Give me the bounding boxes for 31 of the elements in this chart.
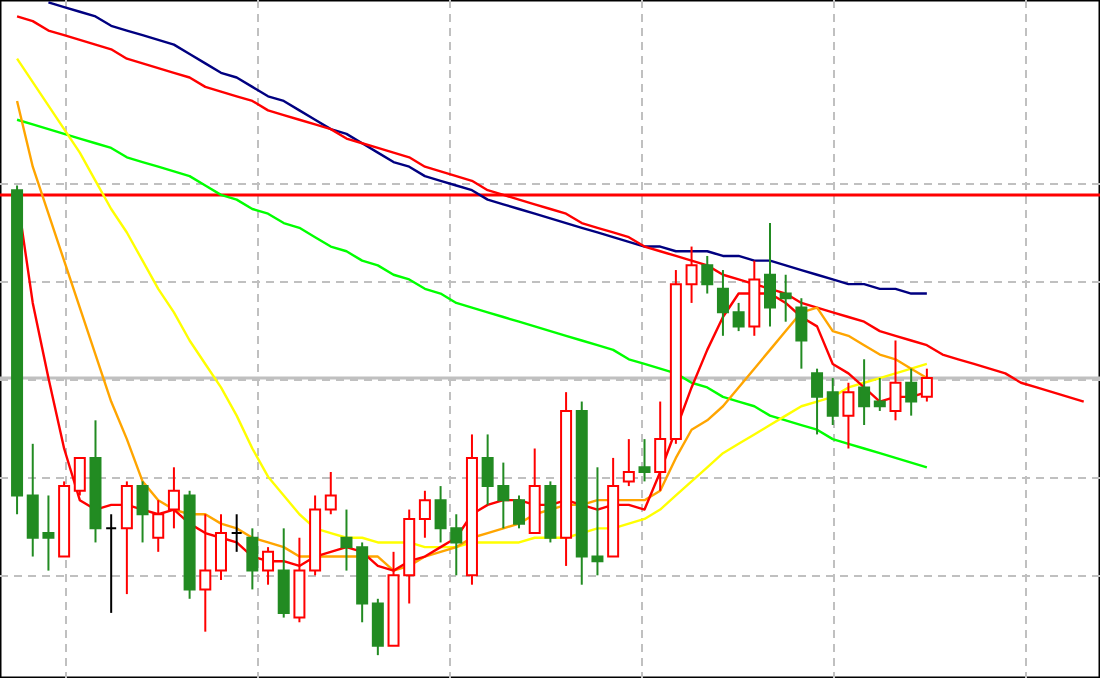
candlestick [701, 254, 714, 295]
candlestick [748, 259, 761, 337]
candlestick [246, 527, 259, 591]
candlestick [826, 377, 839, 427]
candlestick [811, 367, 824, 436]
candlestick [622, 438, 635, 488]
candlestick [779, 273, 792, 323]
candlestick [105, 513, 118, 614]
candlestick [842, 381, 855, 450]
candlestick [716, 269, 729, 337]
candlestick [795, 297, 808, 370]
candlestick [152, 499, 165, 553]
candlestick [340, 508, 353, 572]
candlestick [418, 489, 431, 539]
candlestick [654, 400, 667, 492]
candlestick [371, 597, 384, 657]
candlestick [136, 480, 149, 544]
candlestick [167, 466, 180, 530]
candlestick [905, 367, 918, 417]
candlestick [858, 358, 871, 427]
candlestick [528, 447, 541, 535]
candlestick [73, 456, 86, 497]
candlestick [732, 301, 745, 333]
candlestick [873, 377, 886, 412]
candlestick [638, 438, 651, 483]
candlestick [685, 245, 698, 304]
candlestick [230, 513, 243, 553]
candlestick [277, 527, 290, 619]
candlestick [324, 470, 337, 516]
candlestick [764, 222, 776, 328]
candlestick [513, 494, 526, 530]
